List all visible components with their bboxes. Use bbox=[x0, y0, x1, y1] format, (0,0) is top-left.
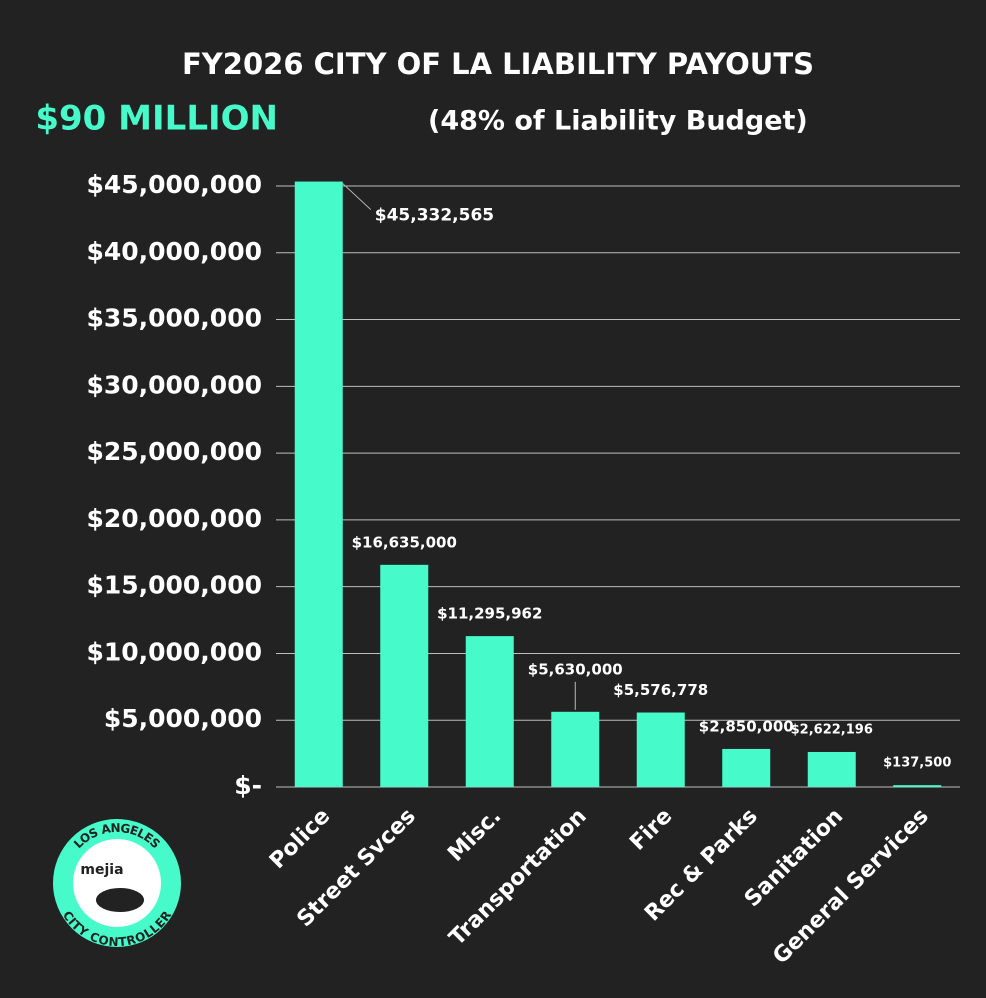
value-label: $5,630,000 bbox=[528, 660, 623, 678]
y-tick-label: $10,000,000 bbox=[86, 637, 262, 666]
bar bbox=[551, 711, 600, 787]
value-label: $16,635,000 bbox=[352, 533, 457, 551]
bar bbox=[722, 748, 771, 787]
bar bbox=[294, 181, 343, 787]
y-tick-label: $45,000,000 bbox=[86, 170, 262, 199]
y-tick-label: $5,000,000 bbox=[104, 704, 262, 733]
bar bbox=[807, 751, 856, 787]
y-tick-label: $30,000,000 bbox=[86, 370, 262, 399]
chart-title: FY2026 CITY OF LA LIABILITY PAYOUTS bbox=[182, 47, 814, 81]
label-leader bbox=[342, 183, 372, 210]
chart-subtitle: (48% of Liability Budget) bbox=[428, 106, 808, 137]
value-label: $45,332,565 bbox=[375, 206, 494, 226]
bar bbox=[636, 712, 685, 787]
y-tick-label: $25,000,000 bbox=[86, 437, 262, 466]
y-tick-label: $- bbox=[234, 771, 262, 800]
value-label: $2,850,000 bbox=[699, 717, 794, 735]
bar bbox=[465, 636, 514, 787]
bar bbox=[893, 785, 942, 787]
y-tick-label: $40,000,000 bbox=[86, 237, 262, 266]
bar bbox=[380, 564, 429, 787]
y-tick-label: $20,000,000 bbox=[86, 504, 262, 533]
y-tick-label: $15,000,000 bbox=[86, 571, 262, 600]
logo-dog bbox=[96, 888, 144, 912]
logo: LOS ANGELES CITY CONTROLLER mejia bbox=[53, 819, 181, 949]
value-label: $137,500 bbox=[883, 756, 951, 771]
logo-name: mejia bbox=[80, 862, 123, 878]
chart-subtitle-highlight: $90 MILLION bbox=[35, 99, 278, 139]
logo-center bbox=[73, 839, 161, 927]
y-tick-label: $35,000,000 bbox=[86, 304, 262, 333]
value-label: $11,295,962 bbox=[437, 605, 542, 623]
value-label: $5,576,778 bbox=[613, 681, 708, 699]
value-label: $2,622,196 bbox=[791, 722, 873, 737]
